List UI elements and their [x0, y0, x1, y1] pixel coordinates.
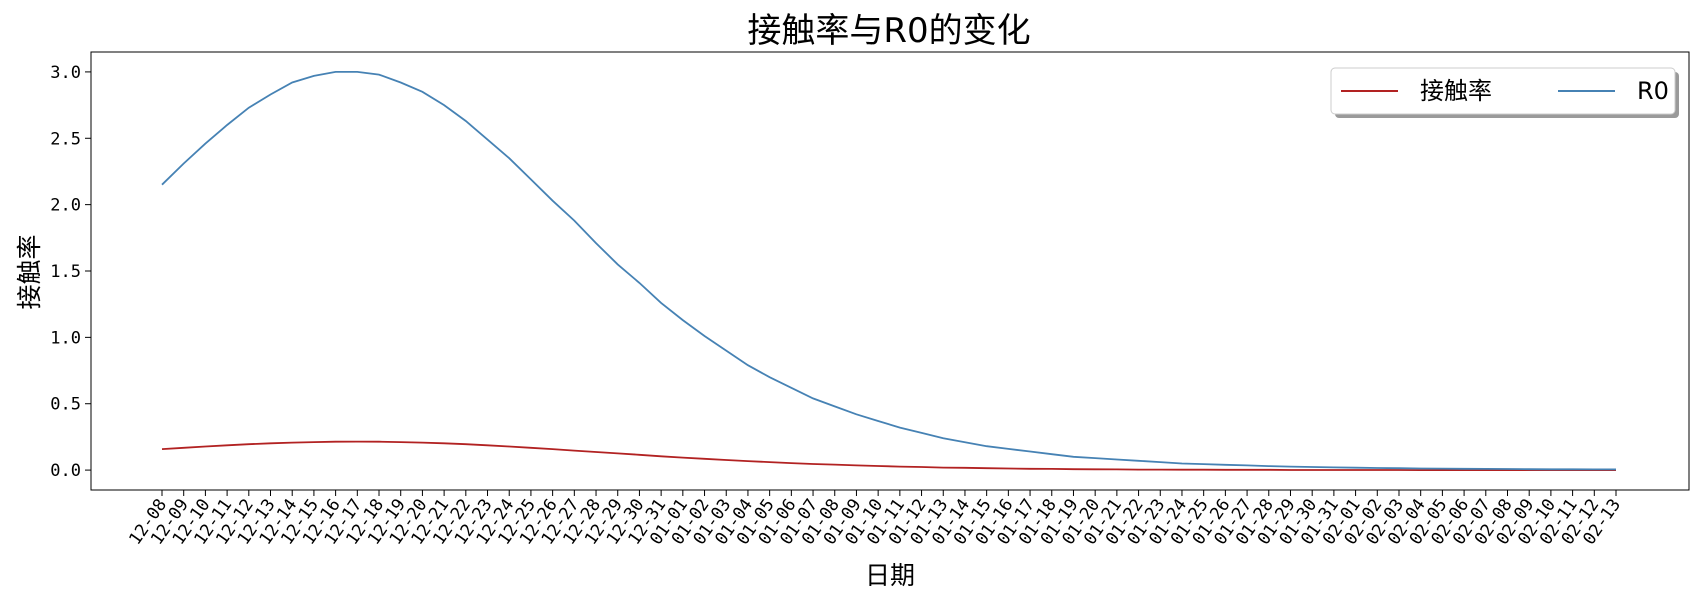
y-axis-ticks: 0.0 0.5 1.0 1.5 2.0 2.5 3.0	[50, 63, 91, 481]
chart-title: 接触率与R0的变化	[747, 11, 1030, 51]
x-axis-ticks: 12-0812-0912-1012-1112-1212-1312-1412-15…	[125, 490, 1625, 549]
x-axis-label: 日期	[865, 561, 915, 590]
legend-box	[1330, 67, 1676, 115]
y-tick-label: 0.0	[50, 461, 81, 481]
y-tick-label: 1.0	[50, 328, 81, 348]
series-line-1	[161, 71, 1616, 471]
series-lines	[161, 71, 1616, 472]
y-axis-label: 接触率	[15, 234, 44, 309]
y-tick-label: 0.5	[50, 395, 81, 415]
y-tick-label: 2.0	[50, 196, 81, 216]
legend: 接触率 R0	[1330, 67, 1679, 118]
series-line-0	[161, 440, 1616, 472]
y-tick-label: 1.5	[50, 262, 81, 282]
y-tick-label: 3.0	[50, 63, 81, 83]
y-tick-label: 2.5	[50, 129, 81, 149]
legend-label-contact-rate: 接触率	[1420, 77, 1492, 105]
legend-label-r0: R0	[1637, 77, 1669, 105]
